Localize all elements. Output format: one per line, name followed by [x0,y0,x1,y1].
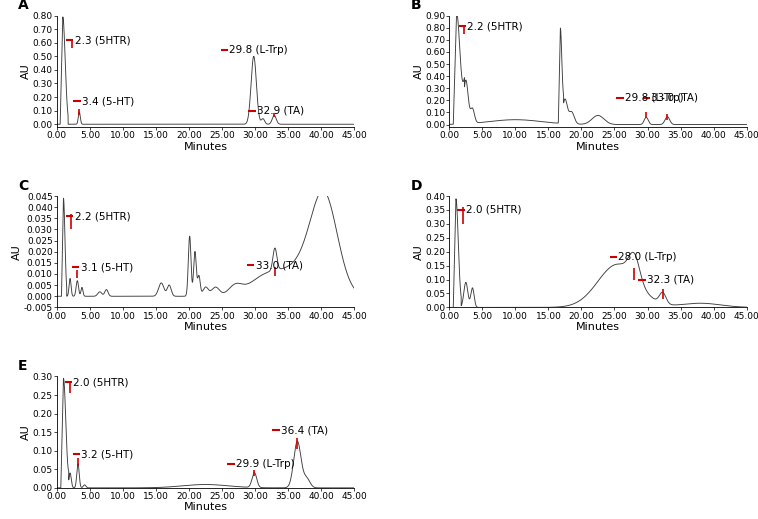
Text: C: C [18,179,29,193]
Y-axis label: AU: AU [21,63,31,79]
Text: 33.0 (TA): 33.0 (TA) [651,93,698,103]
Y-axis label: AU: AU [414,244,424,260]
Text: 28.0 (L-Trp): 28.0 (L-Trp) [619,252,677,262]
Text: 29.9 (L-Trp): 29.9 (L-Trp) [236,459,295,469]
X-axis label: Minutes: Minutes [183,502,227,512]
Text: 2.0 (5HTR): 2.0 (5HTR) [466,205,522,215]
X-axis label: Minutes: Minutes [576,322,620,332]
Text: A: A [18,0,29,12]
Text: 32.9 (TA): 32.9 (TA) [257,106,304,116]
Text: 32.3 (TA): 32.3 (TA) [647,275,694,284]
Text: 3.4 (5-HT): 3.4 (5-HT) [82,96,134,106]
X-axis label: Minutes: Minutes [183,322,227,332]
Text: D: D [411,179,422,193]
Text: 2.2 (5HTR): 2.2 (5HTR) [467,21,523,32]
X-axis label: Minutes: Minutes [183,142,227,152]
Text: 33.0 (TA): 33.0 (TA) [255,260,302,270]
Y-axis label: AU: AU [414,63,424,79]
Text: 29.8 (L-Trp): 29.8 (L-Trp) [229,45,288,54]
Text: 3.1 (5-HT): 3.1 (5-HT) [80,262,133,272]
Text: E: E [18,359,28,373]
X-axis label: Minutes: Minutes [576,142,620,152]
Text: 36.4 (TA): 36.4 (TA) [280,425,328,435]
Y-axis label: AU: AU [12,244,22,260]
Y-axis label: AU: AU [21,425,31,440]
Text: 2.2 (5HTR): 2.2 (5HTR) [75,211,130,221]
Text: 29.8 (L-Trp): 29.8 (L-Trp) [625,93,684,103]
Text: B: B [411,0,421,12]
Text: 2.0 (5HTR): 2.0 (5HTR) [74,377,129,387]
Text: 2.3 (5HTR): 2.3 (5HTR) [75,35,130,45]
Text: 3.2 (5-HT): 3.2 (5-HT) [81,449,133,459]
